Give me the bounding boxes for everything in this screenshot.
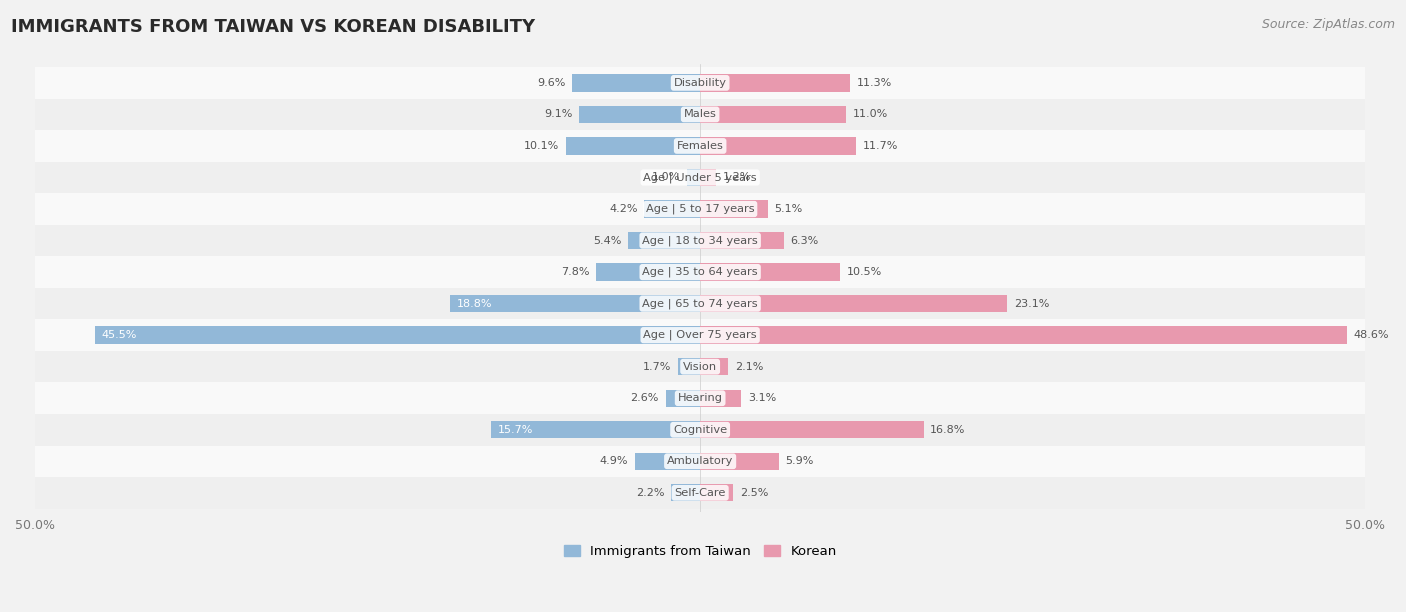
Bar <box>572 74 700 92</box>
Text: Hearing: Hearing <box>678 394 723 403</box>
Bar <box>700 453 779 470</box>
Bar <box>688 169 700 186</box>
Bar <box>700 421 924 438</box>
Bar <box>700 358 728 375</box>
Bar <box>35 67 1365 99</box>
Bar <box>35 256 1365 288</box>
Text: 3.1%: 3.1% <box>748 394 776 403</box>
Bar <box>665 390 700 407</box>
Bar <box>700 137 856 155</box>
Bar <box>94 326 700 344</box>
Text: 18.8%: 18.8% <box>457 299 492 308</box>
Text: 5.4%: 5.4% <box>593 236 621 245</box>
Text: 11.3%: 11.3% <box>858 78 893 88</box>
Bar <box>35 225 1365 256</box>
Text: 15.7%: 15.7% <box>498 425 533 435</box>
Bar <box>700 106 846 123</box>
Bar <box>700 326 1347 344</box>
Text: 2.6%: 2.6% <box>630 394 659 403</box>
Bar <box>35 446 1365 477</box>
Text: Age | 5 to 17 years: Age | 5 to 17 years <box>645 204 755 214</box>
Bar <box>35 477 1365 509</box>
Text: 9.6%: 9.6% <box>537 78 565 88</box>
Bar <box>579 106 700 123</box>
Text: 5.9%: 5.9% <box>786 457 814 466</box>
Bar <box>35 99 1365 130</box>
Text: 1.0%: 1.0% <box>652 173 681 182</box>
Text: 10.5%: 10.5% <box>846 267 882 277</box>
Bar <box>450 295 700 312</box>
Bar <box>700 390 741 407</box>
Text: Age | 65 to 74 years: Age | 65 to 74 years <box>643 299 758 309</box>
Text: 45.5%: 45.5% <box>101 330 136 340</box>
Text: 2.5%: 2.5% <box>740 488 769 498</box>
Text: 11.0%: 11.0% <box>853 110 889 119</box>
Bar <box>35 414 1365 446</box>
Text: 23.1%: 23.1% <box>1014 299 1049 308</box>
Bar <box>678 358 700 375</box>
Text: 9.1%: 9.1% <box>544 110 572 119</box>
Text: Females: Females <box>676 141 724 151</box>
Bar <box>636 453 700 470</box>
Bar <box>35 319 1365 351</box>
Text: 6.3%: 6.3% <box>790 236 818 245</box>
Bar <box>35 130 1365 162</box>
Text: Age | 18 to 34 years: Age | 18 to 34 years <box>643 235 758 246</box>
Text: Age | 35 to 64 years: Age | 35 to 64 years <box>643 267 758 277</box>
Text: Cognitive: Cognitive <box>673 425 727 435</box>
Bar <box>700 295 1008 312</box>
Text: 2.2%: 2.2% <box>636 488 664 498</box>
Bar <box>700 232 785 249</box>
Text: Vision: Vision <box>683 362 717 371</box>
Bar <box>628 232 700 249</box>
Bar <box>700 169 716 186</box>
Text: 5.1%: 5.1% <box>775 204 803 214</box>
Text: 16.8%: 16.8% <box>931 425 966 435</box>
Bar <box>35 382 1365 414</box>
Bar <box>596 263 700 281</box>
Text: Age | Under 5 years: Age | Under 5 years <box>644 172 756 183</box>
Bar <box>700 200 768 218</box>
Bar <box>700 484 734 501</box>
Text: IMMIGRANTS FROM TAIWAN VS KOREAN DISABILITY: IMMIGRANTS FROM TAIWAN VS KOREAN DISABIL… <box>11 18 536 36</box>
Bar <box>35 288 1365 319</box>
Text: 10.1%: 10.1% <box>524 141 560 151</box>
Bar <box>700 263 839 281</box>
Text: 4.2%: 4.2% <box>609 204 638 214</box>
Text: Disability: Disability <box>673 78 727 88</box>
Text: 1.2%: 1.2% <box>723 173 751 182</box>
Text: 48.6%: 48.6% <box>1354 330 1389 340</box>
Legend: Immigrants from Taiwan, Korean: Immigrants from Taiwan, Korean <box>558 539 842 564</box>
Text: Ambulatory: Ambulatory <box>666 457 734 466</box>
Text: 2.1%: 2.1% <box>735 362 763 371</box>
Text: Males: Males <box>683 110 717 119</box>
Text: 4.9%: 4.9% <box>600 457 628 466</box>
Text: Self-Care: Self-Care <box>675 488 725 498</box>
Bar <box>700 74 851 92</box>
Text: Age | Over 75 years: Age | Over 75 years <box>644 330 756 340</box>
Bar <box>491 421 700 438</box>
Bar <box>35 351 1365 382</box>
Bar <box>671 484 700 501</box>
Bar <box>565 137 700 155</box>
Text: 7.8%: 7.8% <box>561 267 589 277</box>
Bar <box>35 162 1365 193</box>
Bar <box>644 200 700 218</box>
Text: 11.7%: 11.7% <box>862 141 898 151</box>
Text: 1.7%: 1.7% <box>643 362 671 371</box>
Bar <box>35 193 1365 225</box>
Text: Source: ZipAtlas.com: Source: ZipAtlas.com <box>1261 18 1395 31</box>
